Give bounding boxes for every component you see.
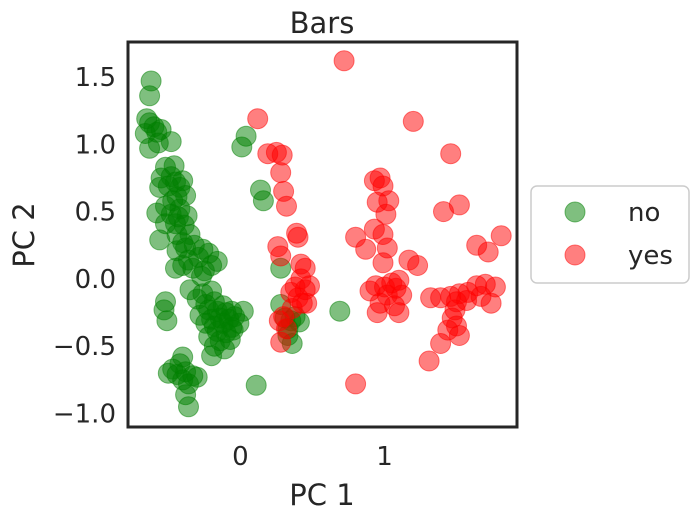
data-point-yes-4 — [271, 144, 293, 166]
data-point-yes-22 — [296, 292, 318, 314]
data-point-no-94 — [178, 396, 199, 418]
data-point-yes-44 — [407, 255, 429, 276]
data-point-yes-28 — [440, 143, 462, 165]
legend: no yes — [530, 185, 690, 284]
data-point-yes-72 — [480, 292, 502, 314]
data-point-yes-47 — [477, 241, 499, 263]
x-tick-label-0: 0 — [232, 442, 249, 472]
data-point-yes-34 — [375, 203, 397, 225]
data-point-yes-5 — [270, 162, 292, 184]
data-point-no-109 — [245, 374, 267, 396]
data-point-yes-9 — [287, 226, 309, 248]
data-point-no-19 — [149, 176, 171, 198]
data-point-yes-59 — [388, 302, 410, 324]
y-tick-label-0: 1.5 — [75, 63, 116, 93]
data-point-yes-27 — [402, 110, 424, 132]
data-point-yes-1 — [247, 108, 269, 130]
data-point-yes-79 — [345, 373, 367, 395]
data-point-no-98 — [252, 190, 274, 212]
y-axis-ticks: 1.5 1.0 0.5 0.0 −0.5 −1.0 — [53, 63, 116, 430]
data-point-yes-11 — [270, 245, 292, 267]
y-tick-label-5: −1.0 — [53, 400, 116, 430]
data-point-yes-36 — [433, 201, 454, 223]
y-tick-label-1: 1.0 — [75, 130, 116, 160]
data-point-yes-26 — [270, 331, 292, 353]
data-point-no-96 — [235, 125, 257, 147]
legend-label-yes: yes — [628, 241, 673, 271]
data-point-yes-19 — [299, 275, 320, 297]
data-point-yes-78 — [418, 350, 440, 372]
x-axis-title: PC 1 — [289, 478, 354, 512]
legend-marker-yes — [564, 244, 586, 266]
data-point-yes-77 — [430, 333, 452, 354]
data-point-no-79 — [201, 345, 223, 367]
data-point-no-34 — [149, 229, 171, 251]
data-point-no-110 — [232, 300, 254, 322]
data-point-yes-58 — [366, 302, 388, 324]
data-point-no-10 — [139, 137, 161, 159]
y-tick-label-4: −0.5 — [53, 332, 116, 362]
chart-marks — [134, 50, 512, 418]
data-point-yes-0 — [333, 50, 355, 72]
data-point-yes-46 — [490, 225, 512, 247]
data-point-no-108 — [329, 300, 351, 322]
data-point-yes-42 — [372, 252, 394, 274]
data-point-no-1 — [139, 85, 161, 107]
y-tick-label-2: 0.5 — [75, 198, 116, 228]
data-point-no-92 — [186, 366, 208, 388]
legend-label-no: no — [628, 198, 660, 228]
data-point-yes-40 — [355, 238, 377, 260]
legend-marker-no — [564, 201, 586, 223]
data-point-yes-7 — [276, 195, 297, 217]
chart-title: Bars — [290, 6, 355, 40]
y-axis-title: PC 2 — [7, 202, 41, 267]
plot-frame — [126, 40, 519, 429]
data-point-no-48 — [206, 250, 228, 272]
data-point-no-82 — [156, 310, 178, 332]
x-tick-label-1: 1 — [376, 442, 393, 472]
y-tick-label-3: 0.0 — [75, 265, 116, 295]
